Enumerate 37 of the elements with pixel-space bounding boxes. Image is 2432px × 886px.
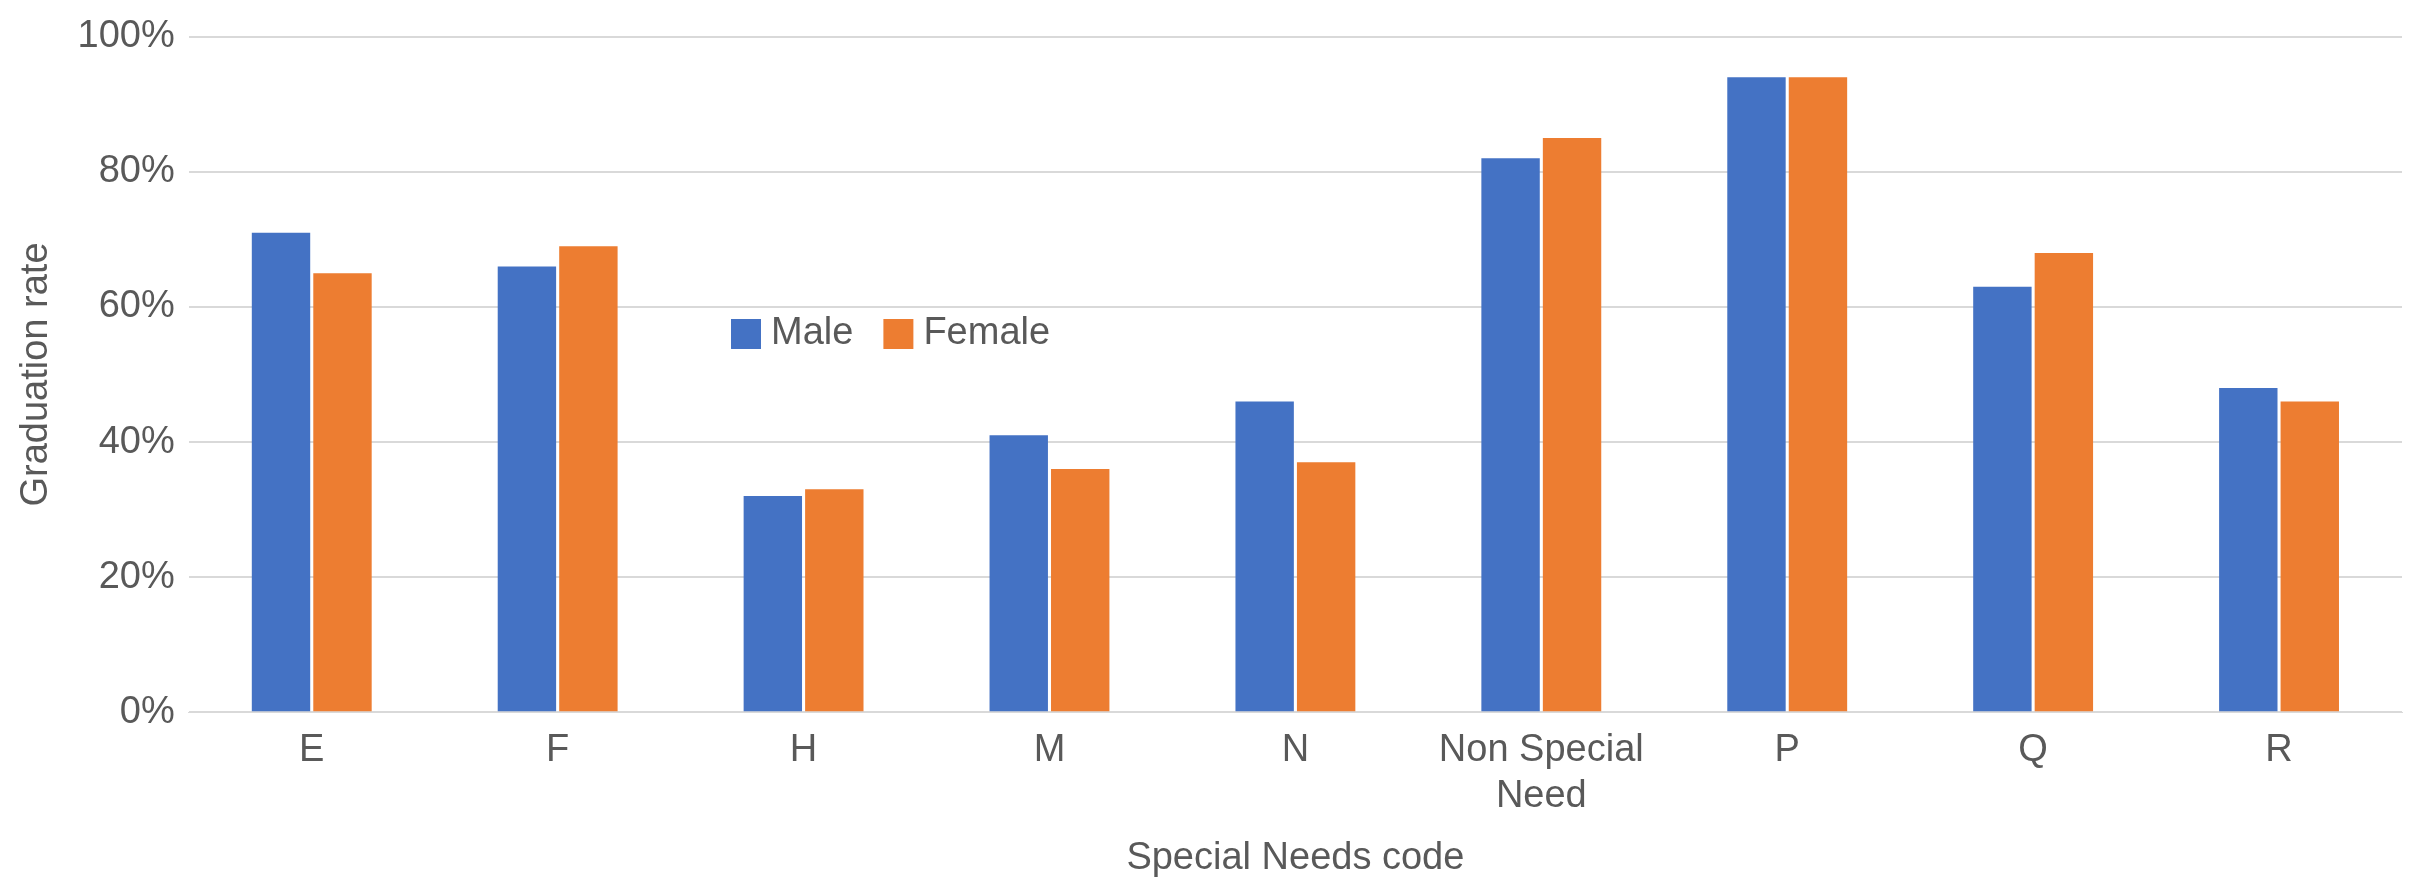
bar (2034, 252, 2094, 712)
bar (313, 273, 372, 712)
x-tick-label: Non Special Need (1438, 727, 1644, 816)
bar (1481, 158, 1540, 712)
x-tick-label: M (1033, 727, 1066, 770)
x-tick-label: Q (2018, 727, 2048, 770)
bar (1788, 77, 1848, 712)
x-tick-label: E (299, 727, 325, 770)
bar (1973, 286, 2032, 712)
y-axis-title: Graduation rate (13, 242, 56, 507)
y-tick-label: 20% (98, 553, 175, 596)
y-tick-label: 40% (98, 418, 175, 461)
bar (251, 232, 311, 712)
bar (989, 435, 1048, 712)
x-tick-label: N (1281, 727, 1310, 770)
bar (1235, 401, 1294, 712)
x-tick-label: P (1774, 727, 1800, 770)
bar (559, 246, 618, 712)
y-tick-label: 60% (98, 283, 175, 326)
bar (1727, 77, 1786, 712)
bar (1051, 469, 1110, 712)
bar (1296, 462, 1356, 712)
x-tick-label: R (2265, 727, 2293, 770)
y-tick-label: 0% (119, 688, 175, 731)
x-tick-label: F (546, 727, 570, 770)
x-axis-title: Special Needs code (1126, 834, 1465, 877)
y-tick-label: 100% (77, 13, 175, 56)
bar (805, 489, 864, 712)
x-tick-label: H (789, 727, 818, 770)
bar (497, 266, 557, 712)
bar (2219, 388, 2278, 712)
y-tick-label: 80% (98, 148, 175, 191)
legend-label: Male (771, 310, 854, 353)
bar (1542, 138, 1602, 712)
bar (2280, 401, 2339, 712)
bar (743, 496, 803, 712)
legend-label: Female (923, 310, 1051, 353)
